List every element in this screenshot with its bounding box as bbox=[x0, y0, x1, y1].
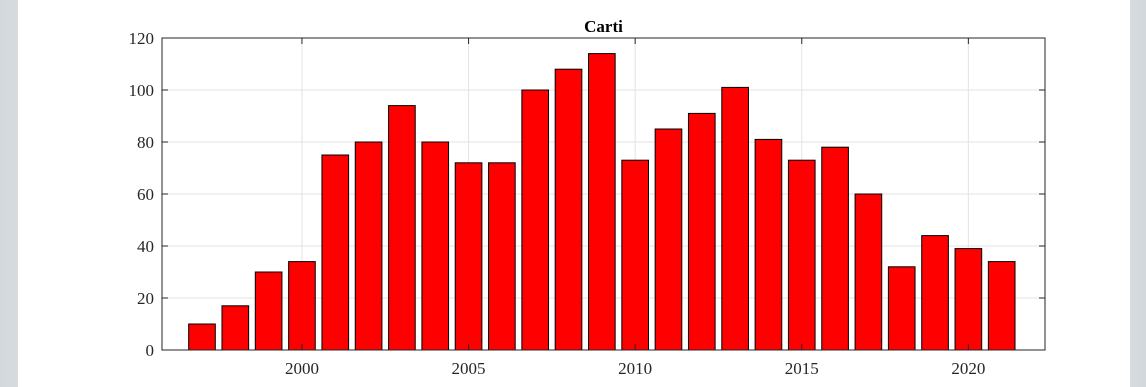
bar-2008 bbox=[554, 68, 583, 351]
bar-2010 bbox=[621, 159, 649, 351]
bars bbox=[188, 53, 1016, 351]
bar-2001 bbox=[321, 154, 350, 351]
y-tick-label: 20 bbox=[137, 289, 154, 308]
bar-2009 bbox=[588, 53, 616, 351]
bar-2000 bbox=[288, 261, 316, 351]
x-tick-label: 2020 bbox=[951, 359, 985, 378]
bar-1997 bbox=[188, 323, 216, 351]
x-tick-label: 2015 bbox=[785, 359, 819, 378]
bar-2020 bbox=[954, 248, 983, 351]
y-tick-label: 120 bbox=[129, 29, 155, 48]
bar-2004 bbox=[421, 141, 450, 351]
bar-1999 bbox=[254, 271, 283, 351]
bar-2007 bbox=[521, 89, 550, 351]
bar-2006 bbox=[488, 162, 516, 351]
chart-title: Carti bbox=[584, 17, 623, 36]
x-tick-label: 2005 bbox=[452, 359, 486, 378]
y-tick-label: 60 bbox=[137, 185, 154, 204]
y-tick-label: 40 bbox=[137, 237, 154, 256]
bar-2018 bbox=[887, 266, 916, 351]
y-tick-label: 100 bbox=[129, 81, 155, 100]
x-tick-label: 2000 bbox=[285, 359, 319, 378]
y-tick-label: 80 bbox=[137, 133, 154, 152]
bar-2012 bbox=[687, 112, 716, 351]
bar-2015 bbox=[787, 159, 816, 351]
bar-2013 bbox=[721, 86, 749, 351]
x-tick-label: 2010 bbox=[618, 359, 652, 378]
bar-2002 bbox=[354, 141, 383, 351]
bar-2021 bbox=[987, 261, 1016, 351]
bar-1998 bbox=[221, 305, 250, 351]
axes bbox=[161, 37, 1046, 351]
chart-figure: Carti 0 20 40 60 80 100 120 2000 2005 2010 2015 20… bbox=[18, 0, 1130, 387]
y-tick-labels: 0 20 40 60 80 100 120 bbox=[129, 29, 155, 360]
x-tick-labels: 2000 2005 2010 2015 2020 bbox=[285, 359, 985, 378]
bar-2003 bbox=[388, 105, 416, 351]
bar-2019 bbox=[921, 235, 949, 351]
y-tick-label: 0 bbox=[146, 341, 155, 360]
bar-2017 bbox=[854, 193, 883, 351]
bar-2005 bbox=[454, 162, 483, 351]
bar-2014 bbox=[754, 138, 783, 351]
bar-2011 bbox=[654, 128, 683, 351]
bar-2016 bbox=[821, 146, 849, 351]
